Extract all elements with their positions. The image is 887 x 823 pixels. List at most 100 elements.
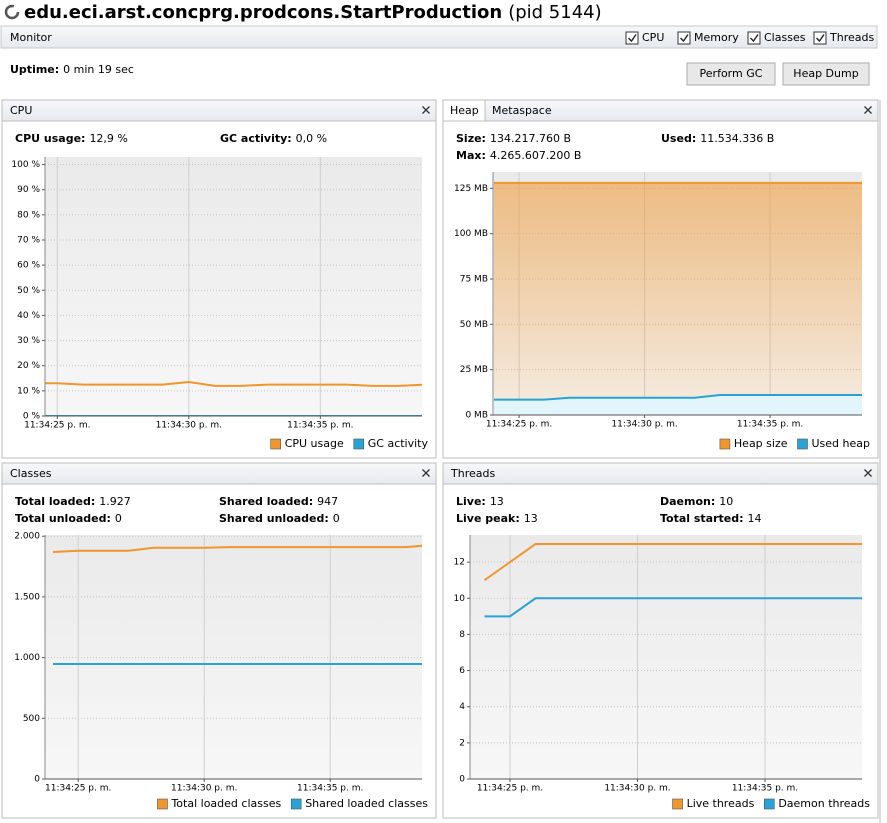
checkbox-label[interactable]: Threads <box>829 31 874 44</box>
series-line <box>484 597 862 618</box>
legend-swatch <box>797 438 808 450</box>
panel-title: Threads <box>450 467 495 480</box>
y-tick-label: 500 <box>23 714 40 724</box>
stat: Total started: 14 <box>660 512 762 525</box>
checkbox[interactable] <box>747 31 761 45</box>
x-tick-label: 11:34:30 p. m. <box>156 421 222 431</box>
x-tick-label: 11:34:35 p. m. <box>732 784 798 794</box>
checkbox-label[interactable]: Classes <box>764 31 806 44</box>
stat-value: 11.534.336 B <box>700 132 774 145</box>
stat-label: Total started: <box>660 512 744 525</box>
checkbox-label[interactable]: Memory <box>694 31 739 44</box>
checkbox[interactable] <box>813 31 827 45</box>
stat: CPU usage: 12,9 % <box>15 132 128 145</box>
x-tick-label: 11:34:30 p. m. <box>171 784 237 794</box>
button[interactable] <box>686 62 776 86</box>
uptime-value: 0 min 19 sec <box>63 63 134 76</box>
y-tick-label: 6 <box>459 666 465 676</box>
stat-value: 14 <box>748 512 762 525</box>
stat: Max: 4.265.607.200 B <box>456 149 581 162</box>
tab-label[interactable]: Heap <box>450 104 479 117</box>
close-button[interactable] <box>864 106 872 114</box>
series-line <box>45 381 422 387</box>
y-tick-label: 1.500 <box>14 592 40 602</box>
stat-label: Live: <box>456 495 486 508</box>
y-tick-label: 50 % <box>17 286 40 296</box>
y-tick-label: 10 <box>454 594 466 604</box>
panel-header <box>1 462 437 485</box>
button-label[interactable]: Perform GC <box>700 67 763 80</box>
checkmark <box>628 34 637 43</box>
stat: Shared unloaded: 0 <box>219 512 340 525</box>
chart-panel: Heap Metaspace Size: 134.217.760 B Used: 11.5… <box>442 99 879 459</box>
y-tick-label: 100 MB <box>454 229 488 239</box>
stat-label: Size: <box>456 132 486 145</box>
plot-marks <box>483 543 862 618</box>
y-tick-label: 10 % <box>17 386 40 396</box>
uptime: Uptime: 0 min 19 sec <box>10 63 134 76</box>
x-tick-label: 11:34:35 p. m. <box>297 784 363 794</box>
close-button[interactable] <box>422 469 430 477</box>
legend-label: Live threads <box>687 797 755 810</box>
stat-value: 0,0 % <box>296 132 327 145</box>
area-fill <box>494 182 862 415</box>
stat-label: Shared unloaded: <box>219 512 329 525</box>
checkmark <box>750 34 759 43</box>
legend-label: Used heap <box>812 437 871 450</box>
checkbox[interactable] <box>677 31 691 45</box>
stat-value: 10 <box>719 495 733 508</box>
y-tick-label: 70 % <box>17 235 40 245</box>
series-line <box>52 544 422 553</box>
y-tick-label: 0 % <box>23 412 41 422</box>
stat-label: Total unloaded: <box>15 512 111 525</box>
app-title: edu.eci.arst.concprg.prodcons.StartProdu… <box>24 2 602 23</box>
stat-label: Shared loaded: <box>219 495 313 508</box>
stat: Daemon: 10 <box>660 495 733 508</box>
stat-value: 1.927 <box>99 495 131 508</box>
tab-label[interactable]: Metaspace <box>492 104 552 117</box>
checkbox[interactable] <box>625 31 639 45</box>
button-label[interactable]: Heap Dump <box>793 67 858 80</box>
stat-label: Daemon: <box>660 495 715 508</box>
stat-label: CPU usage: <box>15 132 85 145</box>
checkbox-label[interactable]: CPU <box>642 31 664 44</box>
panel-header <box>1 99 437 122</box>
stat: Live: 13 <box>456 495 504 508</box>
y-tick-label: 90 % <box>17 185 40 195</box>
checkmark <box>816 34 825 43</box>
legend-swatch <box>672 798 683 810</box>
x-tick-label: 11:34:25 p. m. <box>24 421 90 431</box>
close-button[interactable] <box>864 469 872 477</box>
panel-title: Classes <box>10 467 52 480</box>
plot-marks <box>494 181 862 415</box>
app-pid: (pid 5144) <box>508 2 601 23</box>
button[interactable] <box>782 62 870 86</box>
monitor-bar <box>0 25 878 49</box>
chart-panel: Classes Total loaded: 1.927 Shared loaded: 9… <box>1 462 437 819</box>
legend-label: GC activity <box>368 437 429 450</box>
chart-panel: Threads Live: 13 Daemon: 10 Live peak: 13 Total… <box>442 462 879 819</box>
uptime-label: Uptime: <box>10 63 59 76</box>
y-tick-label: 12 <box>454 558 465 568</box>
y-tick-label: 20 % <box>17 361 40 371</box>
stat: Used: 11.534.336 B <box>661 132 774 145</box>
close-button[interactable] <box>422 106 430 114</box>
area-fill <box>494 395 862 415</box>
y-tick-label: 0 <box>459 775 465 785</box>
legend-swatch <box>290 798 302 810</box>
stat: Size: 134.217.760 B <box>456 132 571 145</box>
y-tick-label: 80 % <box>17 210 40 220</box>
stat: Shared loaded: 947 <box>219 495 338 508</box>
stat-value: 0 <box>115 512 122 525</box>
stat: Total loaded: 1.927 <box>15 495 131 508</box>
y-tick-label: 25 MB <box>460 365 488 375</box>
series-line <box>494 394 862 401</box>
series-line <box>483 543 862 582</box>
tab-active[interactable] <box>442 99 486 122</box>
legend-swatch <box>764 798 775 810</box>
y-tick-label: 4 <box>459 702 465 712</box>
stat-value: 947 <box>317 495 338 508</box>
